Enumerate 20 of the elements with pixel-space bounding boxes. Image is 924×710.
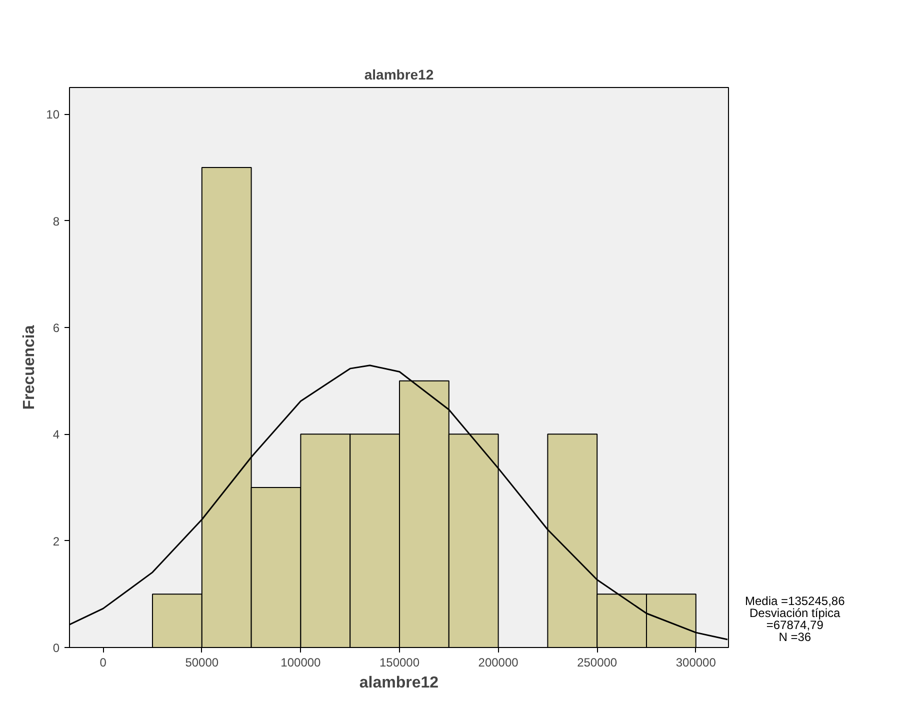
y-tick-label: 10 bbox=[46, 108, 60, 122]
x-tick-label: 150000 bbox=[379, 656, 420, 670]
x-tick-label: 0 bbox=[100, 656, 107, 670]
x-tick-label: 250000 bbox=[577, 656, 618, 670]
x-tick-label: 300000 bbox=[676, 656, 716, 670]
x-axis-title: alambre12 bbox=[359, 674, 439, 692]
x-tick-label: 200000 bbox=[478, 656, 519, 670]
y-tick-label: 0 bbox=[52, 641, 60, 655]
x-tick-label: 100000 bbox=[280, 656, 322, 670]
chart-title: alambre12 bbox=[364, 66, 434, 82]
x-tick-label: 50000 bbox=[185, 656, 219, 670]
y-tick-label: 8 bbox=[52, 214, 60, 228]
text: Desviación típica bbox=[750, 606, 840, 620]
y-tick-label: 2 bbox=[52, 534, 60, 548]
text: N =36 bbox=[778, 630, 812, 644]
y-tick-label: 4 bbox=[52, 428, 60, 442]
y-tick-label: 6 bbox=[52, 321, 60, 335]
y-axis-title: Frecuencia bbox=[21, 325, 38, 410]
text: Media =135245,86 bbox=[745, 594, 845, 608]
text: =67874,79 bbox=[766, 618, 824, 632]
